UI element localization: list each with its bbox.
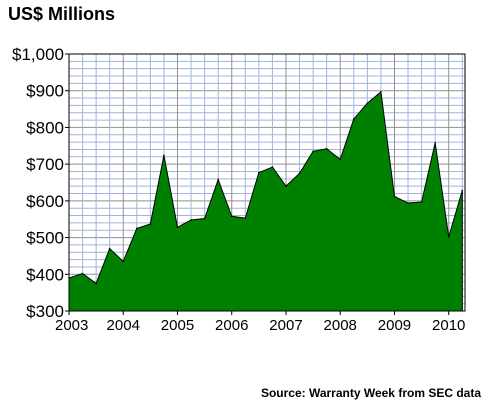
data-points: [68, 91, 464, 285]
data-point: [244, 217, 247, 219]
data-point: [203, 217, 206, 220]
data-point: [122, 260, 125, 263]
x-tick-label: 2009: [378, 317, 411, 334]
data-point: [217, 178, 219, 181]
y-tick-label: $600: [26, 192, 64, 211]
y-tick-label: $800: [26, 118, 64, 137]
source-note: Source: Warranty Week from SEC data: [261, 386, 481, 400]
data-point: [176, 226, 179, 229]
x-tick-label: 2003: [55, 317, 88, 334]
data-point: [434, 142, 436, 144]
data-point: [461, 189, 464, 192]
data-point: [271, 166, 274, 168]
data-point: [298, 172, 301, 175]
data-point: [366, 102, 369, 104]
x-axis: 2003 2004 2005 2006 2007 2008 2009 2010: [55, 311, 465, 334]
data-point: [190, 219, 192, 221]
y-tick-label: $500: [26, 229, 64, 248]
area-series: [68, 90, 463, 312]
data-point: [325, 147, 328, 150]
data-point: [312, 150, 314, 153]
y-axis: $300 $400 $500 $600 $700 $800 $900 $1,000: [12, 45, 69, 321]
data-point: [136, 227, 138, 230]
data-point: [258, 171, 260, 174]
data-point: [68, 277, 70, 279]
plot-frame: [68, 53, 466, 312]
data-point: [95, 282, 97, 285]
x-tick-label: 2006: [215, 317, 248, 334]
y-tick-label: $1,000: [12, 45, 64, 64]
data-point: [447, 236, 450, 238]
data-point: [230, 215, 233, 218]
x-tick-label: 2007: [269, 317, 302, 334]
x-tick-label: 2005: [161, 317, 194, 334]
data-point: [163, 154, 165, 157]
y-tick-label: $400: [26, 265, 64, 284]
data-point: [285, 185, 287, 187]
y-tick-label: $300: [26, 302, 64, 321]
data-point: [81, 272, 84, 275]
y-tick-label: $900: [26, 82, 64, 101]
data-point: [352, 118, 355, 120]
chart-title: US$ Millions: [8, 4, 115, 24]
data-point: [420, 201, 423, 203]
data-point: [407, 202, 409, 204]
data-point: [108, 247, 111, 250]
y-tick-label: $700: [26, 155, 64, 174]
data-point: [339, 158, 342, 161]
data-point: [393, 195, 396, 198]
x-tick-label: 2004: [107, 317, 140, 334]
x-tick-label: 2008: [324, 317, 357, 334]
x-tick-label: 2010: [432, 317, 465, 334]
data-point: [149, 223, 152, 225]
data-point: [380, 91, 382, 93]
